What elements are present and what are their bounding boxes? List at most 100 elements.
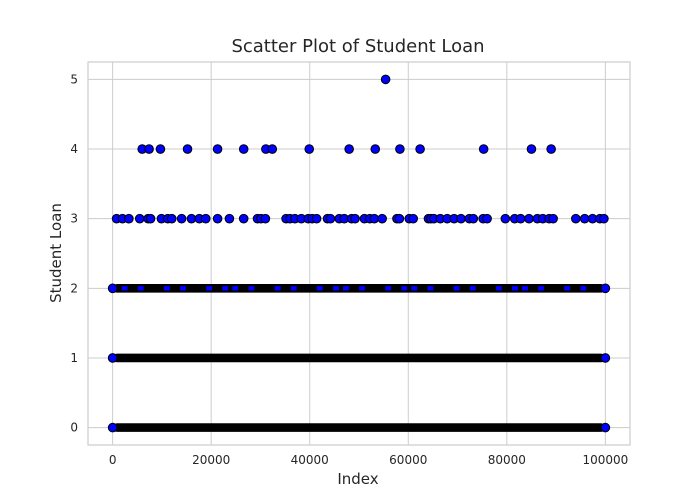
dense-row-gap bbox=[248, 286, 255, 291]
y-axis-label: Student Loan bbox=[47, 203, 65, 303]
scatter-point bbox=[369, 213, 380, 224]
y-tick-labels: 0 1 2 3 4 5 bbox=[70, 72, 78, 434]
x-tick-label: 80000 bbox=[488, 453, 526, 467]
x-tick-label: 20000 bbox=[192, 453, 230, 467]
scatter-point bbox=[166, 213, 177, 224]
scatter-point bbox=[182, 144, 193, 154]
dense-row-gap bbox=[163, 286, 170, 291]
scatter-point bbox=[155, 144, 166, 154]
dense-row-gap bbox=[274, 286, 281, 291]
scatter-point bbox=[124, 213, 134, 224]
scatter-point bbox=[524, 213, 534, 224]
dense-row-gap bbox=[222, 286, 229, 291]
dense-row-gap bbox=[411, 286, 418, 291]
scatter-point bbox=[370, 144, 381, 154]
scatter-point bbox=[238, 144, 249, 154]
dense-row-gap bbox=[469, 286, 476, 291]
dense-row-gap bbox=[232, 286, 239, 291]
dense-row-gap bbox=[316, 286, 323, 291]
scatter-point bbox=[526, 144, 537, 154]
dense-row-gap bbox=[180, 286, 187, 291]
scatter-points bbox=[107, 74, 611, 433]
dense-row-gap bbox=[453, 286, 460, 291]
scatter-point bbox=[350, 213, 360, 224]
y-tick-label: 2 bbox=[70, 281, 78, 295]
scatter-point bbox=[311, 213, 322, 224]
dense-row-gap bbox=[521, 286, 528, 291]
dense-row-gap bbox=[206, 286, 213, 291]
dense-row-gap bbox=[495, 286, 502, 291]
dense-point-rows bbox=[112, 284, 606, 432]
scatter-point bbox=[600, 422, 611, 433]
scatter-point bbox=[377, 213, 387, 224]
scatter-point bbox=[579, 213, 590, 224]
y-tick-label: 3 bbox=[70, 212, 78, 226]
x-tick-label: 0 bbox=[109, 453, 117, 467]
x-tick-labels: 0 20000 40000 60000 80000 100000 bbox=[109, 453, 628, 467]
scatter-point bbox=[176, 213, 187, 224]
scatter-point bbox=[468, 213, 479, 224]
scatter-point bbox=[600, 353, 611, 363]
scatter-point bbox=[200, 213, 211, 224]
scatter-point bbox=[212, 213, 223, 224]
x-tick-label: 40000 bbox=[291, 453, 329, 467]
scatter-point bbox=[600, 283, 611, 294]
scatter-point bbox=[144, 144, 154, 154]
dense-row-gap bbox=[564, 286, 571, 291]
scatter-point bbox=[325, 213, 336, 224]
dense-row-gap bbox=[137, 286, 144, 291]
scatter-point bbox=[482, 213, 492, 224]
plot-frame bbox=[87, 61, 631, 446]
scatter-point bbox=[344, 144, 354, 154]
dense-row-gap bbox=[121, 286, 128, 291]
scatter-point bbox=[107, 283, 118, 294]
dense-row-gap bbox=[290, 286, 297, 291]
scatter-point bbox=[380, 74, 391, 85]
dense-row-gap bbox=[385, 286, 392, 291]
y-tick-label: 4 bbox=[70, 142, 78, 156]
dense-row-band bbox=[112, 423, 606, 432]
scatter-point bbox=[515, 213, 526, 224]
y-tick-label: 5 bbox=[70, 72, 78, 86]
scatter-point bbox=[260, 213, 271, 224]
y-tick-label: 1 bbox=[70, 351, 78, 365]
dense-row-band bbox=[112, 284, 606, 293]
scatter-point bbox=[456, 213, 466, 224]
x-axis-label: Index bbox=[337, 470, 378, 488]
scatter-point bbox=[267, 144, 278, 154]
scatter-point bbox=[478, 144, 489, 154]
dense-row-band bbox=[112, 353, 606, 363]
scatter-point bbox=[408, 213, 419, 224]
scatter-point bbox=[546, 144, 556, 154]
scatter-point bbox=[107, 422, 118, 433]
scatter-point bbox=[212, 144, 223, 154]
y-tick-label: 0 bbox=[70, 421, 78, 435]
scatter-point bbox=[238, 213, 249, 224]
chart-title: Scatter Plot of Student Loan bbox=[231, 36, 484, 57]
scatter-point bbox=[394, 213, 405, 224]
scatter-point bbox=[500, 213, 511, 224]
dense-row-gap bbox=[332, 286, 339, 291]
dense-row-gap bbox=[401, 286, 408, 291]
dense-row-gap bbox=[580, 286, 587, 291]
dense-row-gap bbox=[359, 286, 366, 291]
scatter-point bbox=[415, 144, 425, 154]
scatter-point bbox=[548, 213, 558, 224]
scatter-point bbox=[395, 144, 405, 154]
x-tick-label: 100000 bbox=[582, 453, 628, 467]
scatter-point bbox=[224, 213, 235, 224]
dense-row-gap bbox=[342, 286, 349, 291]
scatter-point bbox=[107, 353, 118, 363]
x-tick-label: 60000 bbox=[389, 453, 427, 467]
scatter-point bbox=[186, 213, 197, 224]
scatter-point bbox=[599, 213, 609, 224]
dense-row-gap bbox=[427, 286, 434, 291]
dense-row-gap bbox=[511, 286, 518, 291]
dense-row-gap bbox=[538, 286, 545, 291]
scatter-point bbox=[145, 213, 156, 224]
scatter-point bbox=[304, 144, 315, 154]
scatter-point bbox=[134, 213, 145, 224]
